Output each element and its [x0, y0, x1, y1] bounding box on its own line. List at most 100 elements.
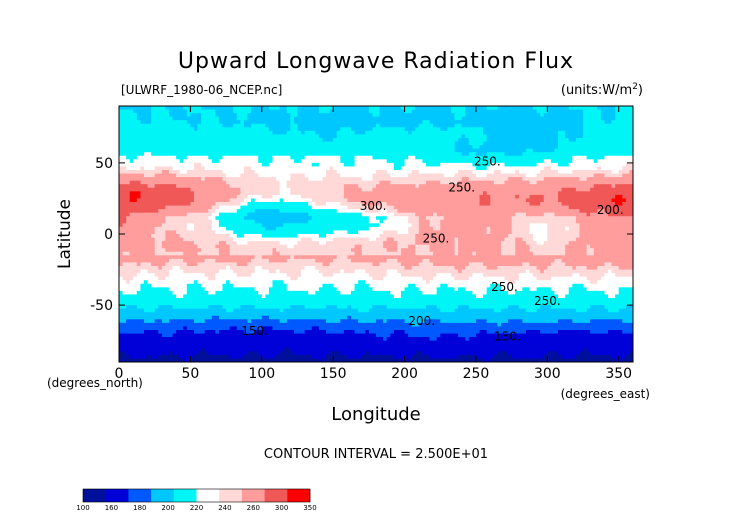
field-cell: [172, 198, 177, 203]
field-cell: [283, 184, 288, 189]
field-cell: [201, 116, 206, 121]
field-cell: [301, 141, 306, 146]
field-cell: [390, 120, 395, 125]
field-cell: [136, 180, 142, 185]
field-cell: [486, 159, 491, 164]
field-cell: [151, 109, 156, 114]
field-cell: [211, 202, 217, 207]
field-cell: [415, 170, 420, 175]
field-cell: [233, 198, 238, 203]
field-cell: [529, 130, 534, 136]
field-cell: [525, 184, 531, 189]
field-cell: [240, 120, 245, 125]
field-cell: [176, 134, 181, 139]
field-cell: [615, 187, 620, 193]
field-cell: [504, 184, 509, 189]
field-cell: [218, 109, 224, 114]
field-cell: [558, 191, 563, 196]
field-cell: [368, 159, 374, 164]
field-cell: [522, 113, 527, 118]
field-cell: [565, 134, 570, 139]
field-cell: [168, 123, 174, 129]
field-cell: [608, 106, 613, 111]
field-cell: [629, 184, 633, 189]
field-cell: [383, 187, 388, 193]
field-cell: [443, 148, 449, 153]
field-cell: [368, 177, 374, 182]
field-cell: [597, 123, 602, 129]
field-cell: [493, 173, 499, 178]
field-cell: [411, 191, 416, 196]
field-cell: [379, 159, 384, 164]
field-cell: [586, 106, 591, 111]
field-cell: [604, 177, 609, 182]
field-cell: [575, 159, 581, 164]
field-cell: [461, 148, 466, 153]
field-cell: [176, 123, 181, 129]
field-cell: [215, 106, 220, 111]
field-cell: [508, 152, 513, 157]
field-cell: [179, 194, 184, 200]
field-cell: [500, 159, 506, 164]
field-cell: [133, 106, 138, 111]
field-cell: [443, 106, 449, 111]
field-cell: [554, 155, 559, 161]
field-cell: [133, 141, 138, 146]
field-cell: [618, 173, 623, 178]
field-cell: [204, 177, 209, 182]
field-cell: [186, 145, 192, 150]
field-cell: [143, 134, 149, 139]
field-cell: [422, 106, 427, 111]
field-cell: [458, 180, 463, 185]
field-cell: [529, 120, 534, 125]
field-cell: [450, 145, 456, 150]
field-cell: [422, 130, 427, 136]
field-cell: [486, 155, 491, 161]
field-cell: [540, 187, 545, 193]
field-cell: [276, 116, 281, 121]
field-cell: [243, 145, 249, 150]
field-cell: [479, 159, 484, 164]
field-cell: [376, 141, 381, 146]
field-cell: [415, 155, 420, 161]
field-cell: [550, 145, 556, 150]
field-cell: [193, 116, 199, 121]
field-cell: [286, 198, 292, 203]
field-cell: [215, 152, 220, 157]
field-cell: [600, 198, 606, 203]
field-cell: [536, 173, 541, 178]
field-cell: [140, 198, 145, 203]
field-cell: [472, 145, 477, 150]
field-cell: [443, 194, 449, 200]
field-cell: [186, 106, 192, 111]
field-cell: [236, 194, 242, 200]
field-cell: [143, 145, 149, 150]
field-cell: [119, 155, 124, 161]
field-cell: [568, 191, 574, 196]
field-cell: [543, 127, 549, 132]
field-cell: [368, 194, 374, 200]
field-cell: [204, 162, 209, 168]
field-cell: [490, 166, 495, 171]
field-cell: [336, 120, 342, 125]
field-cell: [143, 180, 149, 185]
field-cell: [340, 141, 345, 146]
field-cell: [176, 141, 181, 146]
field-cell: [229, 177, 234, 182]
field-cell: [318, 180, 324, 185]
field-cell: [333, 106, 338, 111]
field-cell: [140, 138, 145, 143]
field-cell: [536, 106, 541, 111]
field-cell: [126, 152, 131, 157]
field-cell: [504, 123, 509, 129]
field-cell: [400, 120, 406, 125]
field-cell: [515, 141, 520, 146]
field-cell: [454, 138, 459, 143]
field-cell: [208, 184, 213, 189]
field-cell: [351, 166, 356, 171]
field-cell: [286, 130, 292, 136]
field-cell: [286, 180, 292, 185]
field-cell: [583, 141, 588, 146]
field-cell: [340, 191, 345, 196]
field-cell: [365, 187, 370, 193]
